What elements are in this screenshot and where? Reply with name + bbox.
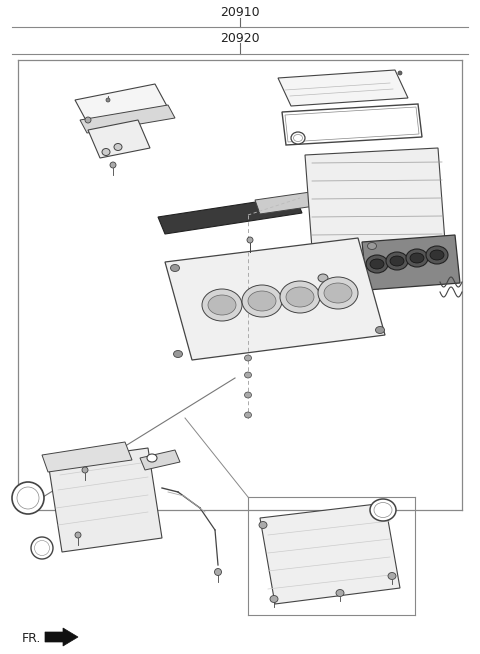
Polygon shape bbox=[140, 450, 180, 470]
Ellipse shape bbox=[336, 589, 344, 596]
Ellipse shape bbox=[388, 572, 396, 579]
Ellipse shape bbox=[114, 143, 122, 150]
Ellipse shape bbox=[82, 467, 88, 473]
Ellipse shape bbox=[244, 372, 252, 378]
Ellipse shape bbox=[430, 250, 444, 260]
Polygon shape bbox=[45, 628, 78, 646]
Ellipse shape bbox=[259, 521, 267, 528]
Polygon shape bbox=[75, 84, 168, 124]
Ellipse shape bbox=[17, 487, 39, 509]
Ellipse shape bbox=[335, 279, 345, 287]
Ellipse shape bbox=[366, 255, 388, 273]
Ellipse shape bbox=[270, 596, 278, 602]
Ellipse shape bbox=[248, 291, 276, 311]
Text: 20910: 20910 bbox=[220, 7, 260, 20]
Ellipse shape bbox=[318, 274, 328, 282]
Ellipse shape bbox=[147, 454, 157, 462]
Ellipse shape bbox=[370, 259, 384, 269]
Ellipse shape bbox=[318, 277, 358, 309]
Ellipse shape bbox=[173, 351, 182, 358]
Ellipse shape bbox=[368, 243, 376, 249]
Ellipse shape bbox=[286, 287, 314, 307]
Ellipse shape bbox=[75, 532, 81, 538]
Polygon shape bbox=[48, 448, 162, 552]
Ellipse shape bbox=[390, 256, 404, 266]
Ellipse shape bbox=[208, 295, 236, 315]
Ellipse shape bbox=[215, 568, 221, 576]
Ellipse shape bbox=[170, 264, 180, 271]
Ellipse shape bbox=[31, 537, 53, 559]
Ellipse shape bbox=[244, 392, 252, 398]
Ellipse shape bbox=[244, 355, 252, 361]
Ellipse shape bbox=[106, 98, 110, 102]
Ellipse shape bbox=[85, 117, 91, 123]
Ellipse shape bbox=[374, 502, 392, 517]
Ellipse shape bbox=[324, 283, 352, 303]
Polygon shape bbox=[42, 442, 132, 472]
Ellipse shape bbox=[426, 246, 448, 264]
Ellipse shape bbox=[386, 252, 408, 270]
Ellipse shape bbox=[12, 482, 44, 514]
Polygon shape bbox=[260, 503, 400, 604]
Polygon shape bbox=[362, 235, 460, 290]
Ellipse shape bbox=[293, 135, 302, 141]
Polygon shape bbox=[285, 107, 419, 142]
Polygon shape bbox=[255, 186, 356, 214]
Text: FR.: FR. bbox=[22, 632, 41, 644]
Ellipse shape bbox=[410, 253, 424, 263]
Polygon shape bbox=[305, 148, 448, 289]
Ellipse shape bbox=[242, 285, 282, 317]
Polygon shape bbox=[158, 196, 302, 234]
Polygon shape bbox=[165, 238, 385, 360]
Polygon shape bbox=[80, 105, 175, 133]
Ellipse shape bbox=[102, 148, 110, 156]
Ellipse shape bbox=[280, 281, 320, 313]
Ellipse shape bbox=[375, 326, 384, 334]
Ellipse shape bbox=[202, 289, 242, 321]
Ellipse shape bbox=[244, 412, 252, 418]
Ellipse shape bbox=[110, 162, 116, 168]
Polygon shape bbox=[88, 120, 150, 158]
Polygon shape bbox=[282, 104, 422, 145]
Ellipse shape bbox=[370, 499, 396, 521]
Ellipse shape bbox=[35, 540, 49, 555]
Text: 20920: 20920 bbox=[220, 31, 260, 44]
Ellipse shape bbox=[406, 249, 428, 267]
Ellipse shape bbox=[291, 132, 305, 144]
Ellipse shape bbox=[398, 71, 402, 75]
Ellipse shape bbox=[247, 237, 253, 243]
Polygon shape bbox=[278, 70, 408, 106]
